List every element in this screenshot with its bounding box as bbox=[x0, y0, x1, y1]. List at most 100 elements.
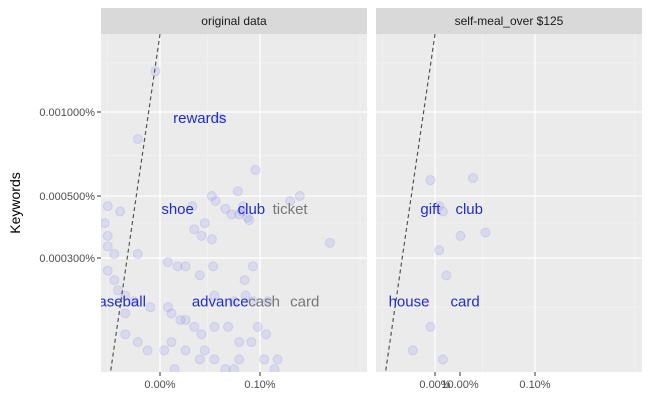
data-point bbox=[206, 191, 217, 202]
x-tick-label: 0.10% bbox=[244, 379, 275, 391]
data-point bbox=[250, 164, 261, 175]
data-point bbox=[238, 201, 249, 212]
data-point bbox=[234, 354, 245, 365]
data-point bbox=[102, 230, 113, 241]
keyword-label: advance bbox=[192, 293, 249, 310]
panel-background bbox=[101, 34, 367, 372]
data-point bbox=[150, 66, 161, 77]
data-point bbox=[132, 134, 143, 145]
data-point bbox=[229, 296, 240, 307]
data-point bbox=[169, 364, 180, 372]
data-point bbox=[441, 270, 452, 281]
data-point bbox=[180, 261, 191, 272]
data-point bbox=[209, 354, 220, 365]
data-point bbox=[209, 290, 220, 301]
plot-area: gift club house card bbox=[376, 34, 642, 372]
data-point bbox=[262, 296, 273, 307]
data-point bbox=[180, 345, 191, 356]
data-point bbox=[244, 215, 255, 226]
data-point bbox=[437, 354, 448, 365]
data-point bbox=[220, 364, 231, 372]
data-point bbox=[162, 302, 173, 313]
data-point bbox=[246, 337, 257, 348]
data-point bbox=[180, 314, 191, 325]
keyword-label: house bbox=[389, 293, 430, 310]
keyword-label: card bbox=[451, 293, 480, 310]
data-point bbox=[434, 245, 445, 256]
plot-area: rewards shoe club ticket baseball advance cash… bbox=[90, 34, 367, 372]
data-point bbox=[166, 337, 177, 348]
data-point bbox=[220, 203, 231, 214]
data-point bbox=[112, 285, 123, 296]
data-point bbox=[120, 308, 131, 319]
panel-title: original data bbox=[201, 14, 267, 28]
x-tick-label: 0.10% bbox=[519, 379, 550, 391]
data-point bbox=[232, 186, 243, 197]
data-point bbox=[425, 321, 436, 332]
data-point bbox=[269, 364, 280, 372]
y-tick-label: 0.000300% bbox=[39, 253, 95, 265]
data-point bbox=[324, 237, 335, 248]
data-point bbox=[240, 290, 251, 301]
data-point bbox=[132, 337, 143, 348]
data-point bbox=[239, 275, 250, 286]
data-point bbox=[425, 175, 436, 186]
data-point bbox=[120, 290, 131, 301]
data-point bbox=[196, 230, 207, 241]
data-point bbox=[132, 249, 143, 260]
keyword-label: club bbox=[455, 201, 483, 218]
panel-strip bbox=[101, 8, 367, 34]
data-point bbox=[199, 218, 210, 229]
data-point bbox=[194, 354, 205, 365]
panel-title: self-meal_over $125 bbox=[455, 14, 564, 28]
keyword-label: cash bbox=[248, 293, 280, 310]
data-point bbox=[206, 234, 217, 245]
data-point bbox=[187, 201, 198, 212]
data-point bbox=[115, 206, 126, 217]
panel-background bbox=[376, 34, 642, 372]
data-point bbox=[102, 265, 113, 276]
data-point bbox=[102, 241, 113, 252]
data-point bbox=[223, 321, 234, 332]
data-point bbox=[101, 218, 110, 229]
data-point bbox=[242, 212, 253, 223]
panel-2: self-meal_over $125 gift club house card 0.00… bbox=[376, 8, 642, 391]
data-point bbox=[272, 354, 283, 365]
data-point bbox=[252, 321, 263, 332]
data-point bbox=[120, 329, 131, 340]
data-point bbox=[437, 206, 448, 217]
data-point bbox=[247, 261, 258, 272]
data-point bbox=[468, 173, 479, 184]
data-point bbox=[234, 209, 245, 220]
y-tick-label: 0.001000% bbox=[39, 107, 95, 119]
panel-strip bbox=[376, 8, 642, 34]
keyword-label: rewards bbox=[173, 110, 226, 127]
data-point bbox=[102, 201, 113, 212]
data-point bbox=[236, 206, 247, 217]
data-point bbox=[142, 345, 153, 356]
data-point bbox=[199, 345, 210, 356]
data-point bbox=[210, 196, 221, 207]
data-point bbox=[247, 296, 258, 307]
data-point bbox=[480, 227, 491, 238]
data-point bbox=[129, 296, 140, 307]
data-point bbox=[196, 329, 207, 340]
data-point bbox=[294, 191, 305, 202]
keyword-label: card bbox=[290, 293, 319, 310]
x-tick-label: 0.00% bbox=[419, 379, 450, 391]
keyword-label: baseball bbox=[90, 293, 146, 310]
keyword-label: gift bbox=[420, 201, 441, 218]
data-point bbox=[189, 224, 200, 235]
data-point bbox=[229, 364, 240, 372]
chart-root: Keywords0.000300%0.000500%0.001000%origi… bbox=[7, 8, 642, 391]
x-tick-label: 0.00% bbox=[144, 379, 175, 391]
data-point bbox=[259, 354, 270, 365]
data-point bbox=[145, 302, 156, 313]
data-point bbox=[285, 196, 296, 207]
data-point bbox=[208, 261, 219, 272]
data-point bbox=[159, 345, 170, 356]
data-point bbox=[209, 321, 220, 332]
data-point bbox=[407, 345, 418, 356]
panel-1: original data rewards shoe club ticket baseba… bbox=[90, 8, 479, 391]
